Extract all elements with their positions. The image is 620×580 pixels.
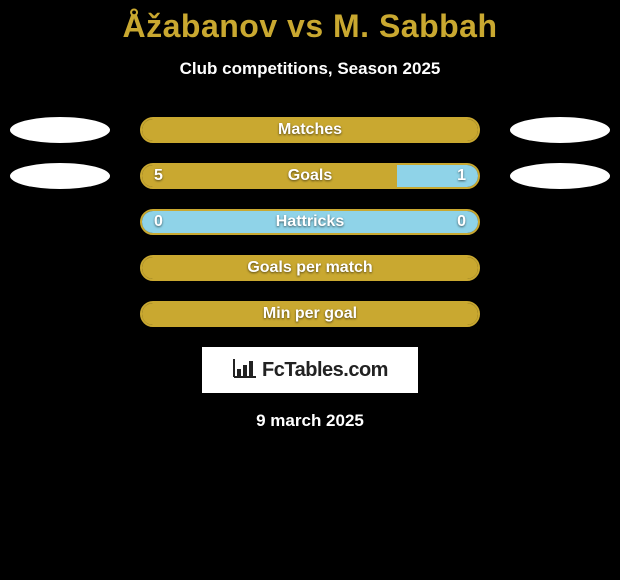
stat-bar: Goals per match <box>140 255 480 281</box>
stat-bar: 0 Hattricks 0 <box>140 209 480 235</box>
logo-text: FcTables.com <box>262 359 388 382</box>
stat-bar: Min per goal <box>140 301 480 327</box>
player-left-ellipse <box>10 117 110 143</box>
comparison-infographic: Åžabanov vs M. Sabbah Club competitions,… <box>0 0 620 580</box>
date-label: 9 march 2025 <box>0 411 620 431</box>
bar-left-fill <box>142 303 478 325</box>
stat-row: 5 Goals 1 <box>0 163 620 189</box>
stat-row: Goals per match <box>0 255 620 281</box>
player-right-ellipse <box>510 163 610 189</box>
stat-row: 0 Hattricks 0 <box>0 209 620 235</box>
bar-chart-icon <box>232 357 258 384</box>
stat-row: Matches <box>0 117 620 143</box>
stat-bar: Matches <box>140 117 480 143</box>
stat-row: Min per goal <box>0 301 620 327</box>
stat-bar: 5 Goals 1 <box>140 163 480 189</box>
player-left-ellipse <box>10 163 110 189</box>
player-right-ellipse <box>510 117 610 143</box>
right-value: 0 <box>457 211 466 233</box>
bar-left-fill <box>142 257 478 279</box>
left-value: 0 <box>154 211 163 233</box>
bar-left-fill <box>142 119 478 141</box>
source-logo: FcTables.com <box>202 347 418 393</box>
subtitle: Club competitions, Season 2025 <box>0 59 620 79</box>
bar-left-fill <box>142 165 397 187</box>
stat-rows: Matches 5 Goals 1 0 Hattric <box>0 117 620 327</box>
right-value: 1 <box>457 165 466 187</box>
page-title: Åžabanov vs M. Sabbah <box>0 8 620 45</box>
left-value: 5 <box>154 165 163 187</box>
bar-right-fill <box>142 211 478 233</box>
